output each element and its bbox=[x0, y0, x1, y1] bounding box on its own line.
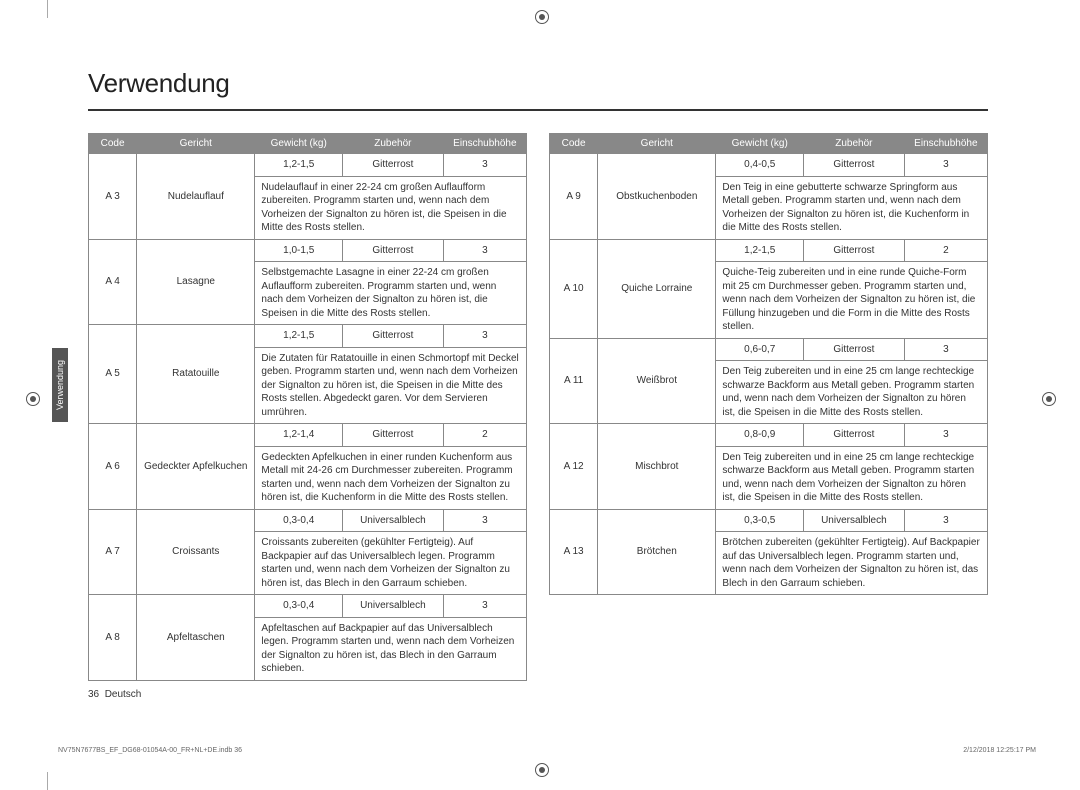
cell-dish: Ratatouille bbox=[137, 325, 255, 424]
cell-level: 3 bbox=[904, 154, 987, 177]
th-weight: Gewicht (kg) bbox=[716, 134, 804, 154]
cell-weight: 0,3-0,4 bbox=[255, 509, 343, 532]
cell-accessory: Universalblech bbox=[343, 509, 444, 532]
cell-code: A 4 bbox=[89, 239, 137, 325]
th-code: Code bbox=[550, 134, 598, 154]
cell-description: Den Teig zubereiten und in eine 25 cm la… bbox=[716, 446, 988, 509]
reg-mark-left bbox=[26, 392, 40, 409]
page-number: 36 bbox=[88, 689, 99, 700]
cell-accessory: Gitterrost bbox=[343, 424, 444, 447]
cell-code: A 8 bbox=[89, 595, 137, 681]
cell-dish: Quiche Lorraine bbox=[598, 239, 716, 338]
program-table-left: CodeGerichtGewicht (kg)ZubehörEinschubhö… bbox=[88, 133, 527, 681]
page-title: Verwendung bbox=[88, 68, 988, 99]
cell-dish: Weißbrot bbox=[598, 338, 716, 424]
cell-level: 3 bbox=[904, 424, 987, 447]
cell-weight: 1,0-1,5 bbox=[255, 239, 343, 262]
cell-weight: 1,2-1,5 bbox=[255, 325, 343, 348]
cell-dish: Mischbrot bbox=[598, 424, 716, 510]
cell-accessory: Gitterrost bbox=[804, 239, 905, 262]
cell-level: 3 bbox=[443, 154, 526, 177]
cell-code: A 3 bbox=[89, 154, 137, 240]
cell-level: 2 bbox=[443, 424, 526, 447]
page-footer: 36 Deutsch bbox=[88, 689, 527, 700]
th-level: Einschubhöhe bbox=[904, 134, 987, 154]
th-dish: Gericht bbox=[137, 134, 255, 154]
cell-accessory: Universalblech bbox=[343, 595, 444, 618]
crop-tick bbox=[47, 0, 48, 18]
cell-description: Den Teig in eine gebutterte schwarze Spr… bbox=[716, 176, 988, 239]
cell-weight: 0,3-0,4 bbox=[255, 595, 343, 618]
th-weight: Gewicht (kg) bbox=[255, 134, 343, 154]
cell-description: Die Zutaten für Ratatouille in einen Sch… bbox=[255, 347, 527, 424]
cell-level: 3 bbox=[904, 338, 987, 361]
cell-level: 3 bbox=[443, 325, 526, 348]
cell-description: Quiche-Teig zubereiten und in eine runde… bbox=[716, 262, 988, 339]
cell-dish: Croissants bbox=[137, 509, 255, 595]
cell-description: Den Teig zubereiten und in eine 25 cm la… bbox=[716, 361, 988, 424]
left-column: CodeGerichtGewicht (kg)ZubehörEinschubhö… bbox=[88, 133, 527, 700]
cell-accessory: Gitterrost bbox=[343, 154, 444, 177]
cell-dish: Brötchen bbox=[598, 509, 716, 595]
cell-accessory: Gitterrost bbox=[343, 239, 444, 262]
cell-accessory: Gitterrost bbox=[804, 154, 905, 177]
cell-dish: Apfeltaschen bbox=[137, 595, 255, 681]
side-tab: Verwendung bbox=[52, 348, 68, 422]
cell-level: 3 bbox=[443, 509, 526, 532]
cell-description: Apfeltaschen auf Backpapier auf das Univ… bbox=[255, 617, 527, 680]
cell-weight: 1,2-1,4 bbox=[255, 424, 343, 447]
print-file: NV75N7677BS_EF_DG68-01054A-00_FR+NL+DE.i… bbox=[58, 747, 242, 754]
cell-level: 3 bbox=[443, 595, 526, 618]
cell-accessory: Universalblech bbox=[804, 509, 905, 532]
cell-accessory: Gitterrost bbox=[804, 424, 905, 447]
th-dish: Gericht bbox=[598, 134, 716, 154]
cell-dish: Lasagne bbox=[137, 239, 255, 325]
cell-weight: 1,2-1,5 bbox=[716, 239, 804, 262]
cell-weight: 0,6-0,7 bbox=[716, 338, 804, 361]
cell-code: A 6 bbox=[89, 424, 137, 510]
cell-code: A 9 bbox=[550, 154, 598, 240]
th-level: Einschubhöhe bbox=[443, 134, 526, 154]
th-accessory: Zubehör bbox=[804, 134, 905, 154]
cell-code: A 13 bbox=[550, 509, 598, 595]
right-column: CodeGerichtGewicht (kg)ZubehörEinschubhö… bbox=[549, 133, 988, 700]
title-divider bbox=[88, 109, 988, 111]
cell-description: Nudelauﬂauf in einer 22-24 cm großen Auﬂ… bbox=[255, 176, 527, 239]
cell-level: 3 bbox=[904, 509, 987, 532]
cell-code: A 5 bbox=[89, 325, 137, 424]
reg-mark-right bbox=[1042, 392, 1056, 409]
print-date: 2/12/2018 12:25:17 PM bbox=[963, 747, 1036, 754]
cell-dish: Nudelauﬂauf bbox=[137, 154, 255, 240]
cell-dish: Obstkuchenboden bbox=[598, 154, 716, 240]
crop-tick bbox=[47, 772, 48, 790]
cell-level: 3 bbox=[443, 239, 526, 262]
cell-accessory: Gitterrost bbox=[343, 325, 444, 348]
th-accessory: Zubehör bbox=[343, 134, 444, 154]
cell-weight: 0,4-0,5 bbox=[716, 154, 804, 177]
cell-dish: Gedeckter Apfelkuchen bbox=[137, 424, 255, 510]
cell-description: Selbstgemachte Lasagne in einer 22-24 cm… bbox=[255, 262, 527, 325]
cell-code: A 7 bbox=[89, 509, 137, 595]
cell-weight: 1,2-1,5 bbox=[255, 154, 343, 177]
cell-code: A 12 bbox=[550, 424, 598, 510]
program-table-right: CodeGerichtGewicht (kg)ZubehörEinschubhö… bbox=[549, 133, 988, 595]
cell-weight: 0,3-0,5 bbox=[716, 509, 804, 532]
page-lang: Deutsch bbox=[105, 689, 142, 700]
cell-code: A 11 bbox=[550, 338, 598, 424]
cell-weight: 0,8-0,9 bbox=[716, 424, 804, 447]
page-content: Verwendung CodeGerichtGewicht (kg)Zubehö… bbox=[88, 68, 988, 700]
cell-accessory: Gitterrost bbox=[804, 338, 905, 361]
reg-mark-top bbox=[535, 10, 549, 27]
cell-description: Gedeckten Apfelkuchen in einer runden Ku… bbox=[255, 446, 527, 509]
cell-level: 2 bbox=[904, 239, 987, 262]
reg-mark-bottom bbox=[535, 763, 549, 780]
cell-description: Brötchen zubereiten (gekühlter Fertigtei… bbox=[716, 532, 988, 595]
cell-code: A 10 bbox=[550, 239, 598, 338]
th-code: Code bbox=[89, 134, 137, 154]
cell-description: Croissants zubereiten (gekühlter Fertigt… bbox=[255, 532, 527, 595]
